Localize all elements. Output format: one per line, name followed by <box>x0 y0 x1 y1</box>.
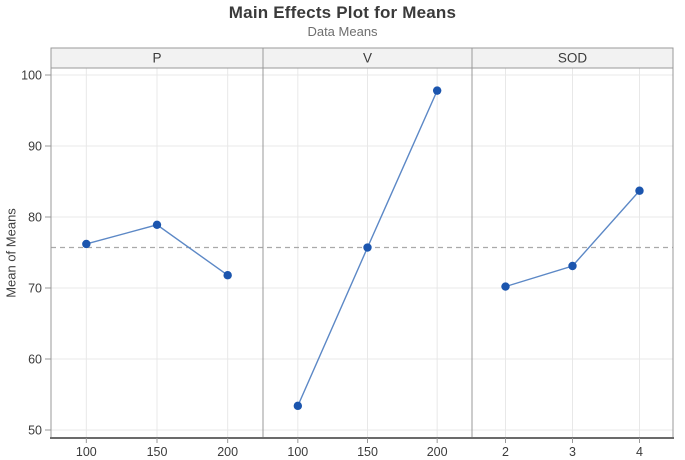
chart-subtitle: Data Means <box>307 24 378 39</box>
x-tick-label-P-100: 100 <box>76 445 97 459</box>
y-tick-label-60: 60 <box>28 353 42 367</box>
panel-frame-layer <box>50 47 674 439</box>
axis-labels-layer: P V SOD 50 60 70 80 90 100 100 150 200 100 150 200 2 3 4 <box>21 51 643 460</box>
y-tick-label-90: 90 <box>28 140 42 154</box>
x-tick-label-SOD-2: 2 <box>502 445 509 459</box>
x-tick-label-V-100: 100 <box>287 445 308 459</box>
y-axis-title: Mean of Means <box>3 208 19 298</box>
chart-title: Main Effects Plot for Means <box>228 3 457 22</box>
panel-header-label-V: V <box>363 51 372 66</box>
panel-header-label-SOD: SOD <box>558 51 588 66</box>
data-point-SOD-3 <box>568 261 577 271</box>
panel-header-label-P: P <box>152 51 161 66</box>
data-point-SOD-4 <box>635 186 644 195</box>
plot-outer-border <box>50 47 674 439</box>
x-tick-label-SOD-3: 3 <box>569 445 576 459</box>
y-tick-label-50: 50 <box>28 424 42 438</box>
y-tick-label-70: 70 <box>28 282 42 296</box>
background-layer <box>51 48 673 68</box>
x-tick-label-V-200: 200 <box>427 445 448 459</box>
data-series-layer <box>82 86 644 411</box>
data-point-SOD-2 <box>501 282 510 291</box>
x-tick-label-P-200: 200 <box>217 445 238 459</box>
data-point-V-150 <box>363 243 372 252</box>
y-tick-label-100: 100 <box>21 69 42 83</box>
data-point-P-150 <box>152 220 162 230</box>
data-point-V-200 <box>432 86 442 95</box>
x-tick-label-V-150: 150 <box>357 445 378 459</box>
x-tick-label-P-150: 150 <box>147 445 168 459</box>
data-point-P-100 <box>82 239 91 249</box>
panel-header-strip <box>51 48 673 68</box>
data-point-P-200 <box>223 271 232 280</box>
data-point-V-100 <box>293 401 303 411</box>
y-tick-label-80: 80 <box>28 211 42 225</box>
gridlines-layer <box>51 68 673 438</box>
x-tick-label-SOD-4: 4 <box>636 445 643 459</box>
